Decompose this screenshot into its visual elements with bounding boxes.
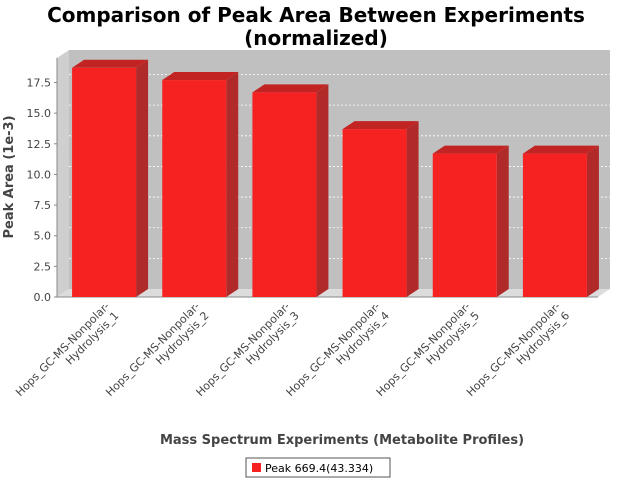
bar-side <box>226 72 239 297</box>
bar-top <box>432 145 509 154</box>
x-category-label-line: Hops_GC-MS-Nonpolar- <box>103 300 202 399</box>
x-axis-categories: Hops_GC-MS-Nonpolar-Hydrolysis_1Hops_GC-… <box>13 300 572 408</box>
y-tick-label: 7.5 <box>34 199 52 212</box>
y-axis-label: Peak Area (1e-3) <box>2 115 17 238</box>
bar-side <box>406 121 419 297</box>
bar-front <box>432 153 497 297</box>
bar-top <box>72 59 149 68</box>
chart-title-line1: Comparison of Peak Area Between Experime… <box>47 3 585 27</box>
y-tick-label: 0.0 <box>34 291 52 304</box>
y-tick-label: 15.0 <box>27 107 52 120</box>
bar <box>162 72 239 297</box>
x-category-label-line: Hops_GC-MS-Nonpolar- <box>374 300 473 399</box>
bar <box>342 121 419 297</box>
bar <box>72 59 149 297</box>
legend-label: Peak 669.4(43.334) <box>265 462 373 475</box>
y-tick-label: 12.5 <box>27 138 52 151</box>
y-tick-label: 10.0 <box>27 168 52 181</box>
bar <box>432 145 509 297</box>
bar-front <box>342 129 407 297</box>
bar-top <box>522 145 599 154</box>
bar <box>522 145 599 297</box>
bar-side <box>586 145 599 297</box>
bar <box>252 84 329 297</box>
plot-background <box>69 50 610 289</box>
x-axis-label: Mass Spectrum Experiments (Metabolite Pr… <box>160 433 524 448</box>
bar-front <box>72 67 137 297</box>
x-category-label-line: Hops_GC-MS-Nonpolar- <box>464 300 563 399</box>
bar-side <box>496 145 509 297</box>
x-category-label: Hops_GC-MS-Nonpolar-Hydrolysis_6 <box>464 300 572 408</box>
bar-top <box>342 121 419 130</box>
y-tick-label: 5.0 <box>34 230 52 243</box>
bar-front <box>252 92 317 297</box>
y-tick-label: 2.5 <box>34 260 52 273</box>
x-category-label-line: Hops_GC-MS-Nonpolar- <box>13 300 112 399</box>
bar-side <box>316 84 329 297</box>
plot-left-wall <box>57 50 69 297</box>
legend-box <box>245 457 391 478</box>
legend-swatch <box>252 463 261 472</box>
x-category-label-line: Hops_GC-MS-Nonpolar- <box>193 300 292 399</box>
bars <box>72 59 599 297</box>
bar-front <box>522 153 587 297</box>
y-axis-ticks: 0.0 2.5 5.0 7.5 10.0 12.5 15.0 17.5 <box>27 77 57 304</box>
bar-top <box>252 84 329 93</box>
y-tick-label: 17.5 <box>27 77 52 90</box>
x-category-label-line: Hops_GC-MS-Nonpolar- <box>284 300 383 399</box>
chart-title-line2: (normalized) <box>244 26 388 50</box>
bar-top <box>162 72 239 81</box>
legend: Peak 669.4(43.334) <box>245 457 391 478</box>
bar-side <box>136 59 149 297</box>
bar-front <box>162 80 227 297</box>
